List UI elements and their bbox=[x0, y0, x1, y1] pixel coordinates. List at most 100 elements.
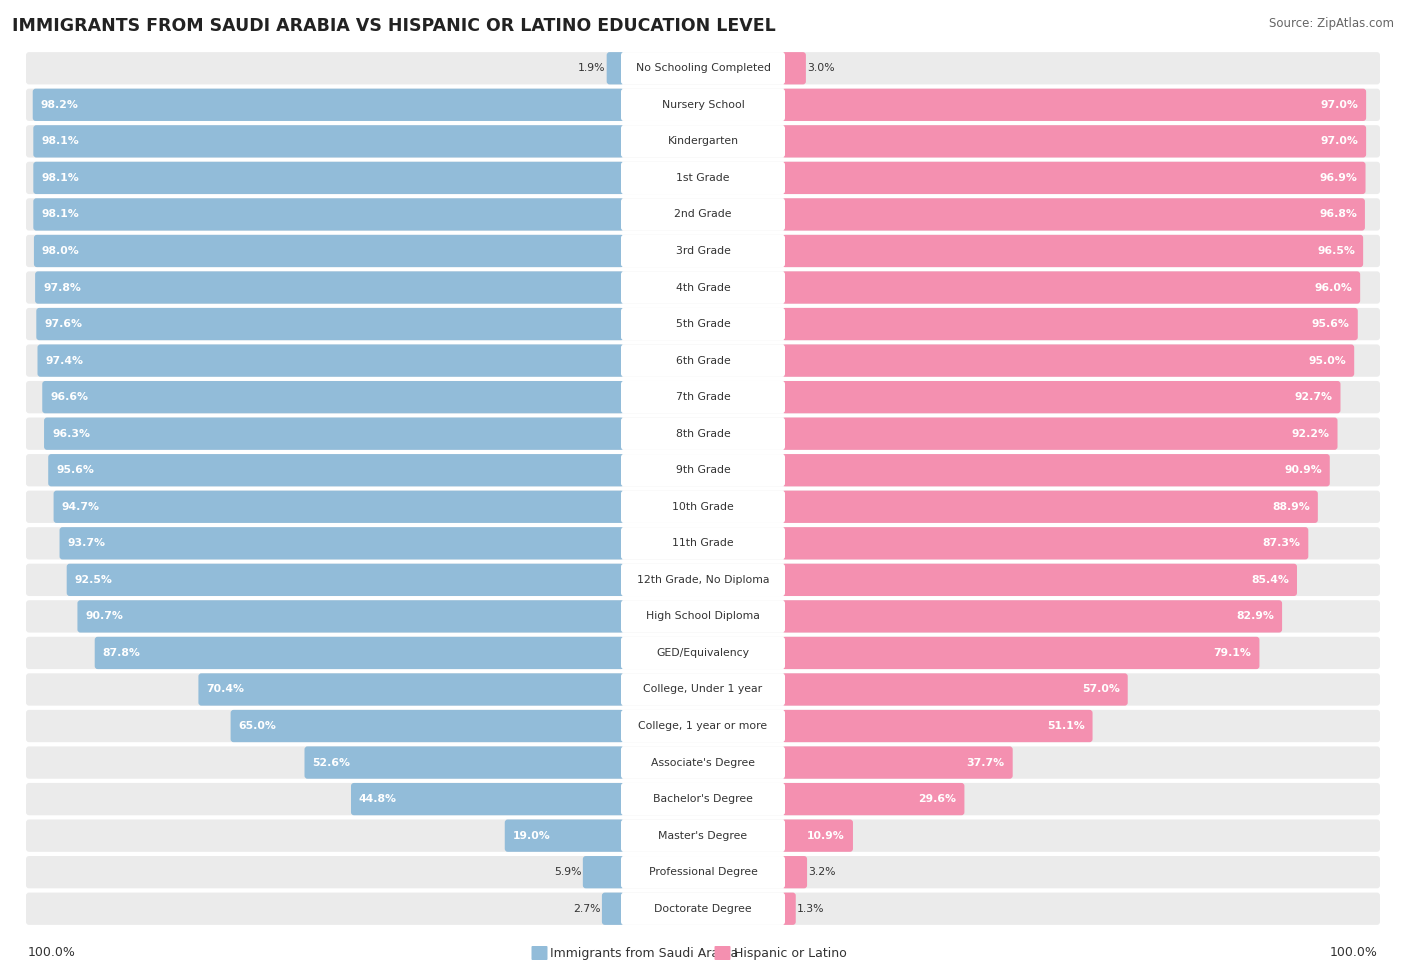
FancyBboxPatch shape bbox=[25, 637, 1381, 669]
Text: 5.9%: 5.9% bbox=[554, 867, 582, 878]
FancyBboxPatch shape bbox=[37, 308, 624, 340]
Text: 94.7%: 94.7% bbox=[62, 502, 100, 512]
Text: Master's Degree: Master's Degree bbox=[658, 831, 748, 840]
FancyBboxPatch shape bbox=[25, 198, 1381, 231]
Text: Bachelor's Degree: Bachelor's Degree bbox=[652, 794, 754, 804]
FancyBboxPatch shape bbox=[34, 162, 624, 194]
Text: 97.4%: 97.4% bbox=[45, 356, 83, 366]
FancyBboxPatch shape bbox=[782, 490, 1317, 523]
FancyBboxPatch shape bbox=[44, 417, 624, 449]
Text: 3.0%: 3.0% bbox=[807, 63, 835, 73]
FancyBboxPatch shape bbox=[25, 892, 1381, 925]
FancyBboxPatch shape bbox=[714, 946, 731, 960]
FancyBboxPatch shape bbox=[34, 125, 624, 158]
FancyBboxPatch shape bbox=[25, 527, 1381, 560]
Text: College, Under 1 year: College, Under 1 year bbox=[644, 684, 762, 694]
Text: 3rd Grade: 3rd Grade bbox=[675, 246, 731, 256]
FancyBboxPatch shape bbox=[59, 527, 624, 560]
Text: 1.9%: 1.9% bbox=[578, 63, 606, 73]
Text: 9th Grade: 9th Grade bbox=[676, 465, 730, 475]
Text: Associate's Degree: Associate's Degree bbox=[651, 758, 755, 767]
FancyBboxPatch shape bbox=[34, 235, 624, 267]
FancyBboxPatch shape bbox=[782, 235, 1364, 267]
Text: 96.9%: 96.9% bbox=[1320, 173, 1358, 183]
Text: 97.8%: 97.8% bbox=[44, 283, 82, 292]
FancyBboxPatch shape bbox=[621, 271, 785, 303]
Text: 70.4%: 70.4% bbox=[207, 684, 245, 694]
Text: Doctorate Degree: Doctorate Degree bbox=[654, 904, 752, 914]
Text: 100.0%: 100.0% bbox=[1330, 947, 1378, 959]
Text: 57.0%: 57.0% bbox=[1081, 684, 1119, 694]
FancyBboxPatch shape bbox=[621, 601, 785, 633]
Text: 85.4%: 85.4% bbox=[1251, 575, 1289, 585]
FancyBboxPatch shape bbox=[621, 162, 785, 194]
FancyBboxPatch shape bbox=[782, 125, 1367, 158]
FancyBboxPatch shape bbox=[25, 381, 1381, 413]
FancyBboxPatch shape bbox=[25, 601, 1381, 633]
Text: 2nd Grade: 2nd Grade bbox=[675, 210, 731, 219]
Text: 1st Grade: 1st Grade bbox=[676, 173, 730, 183]
Text: 92.7%: 92.7% bbox=[1295, 392, 1333, 402]
FancyBboxPatch shape bbox=[621, 892, 785, 925]
FancyBboxPatch shape bbox=[42, 381, 624, 413]
Text: Source: ZipAtlas.com: Source: ZipAtlas.com bbox=[1270, 17, 1393, 30]
FancyBboxPatch shape bbox=[606, 52, 624, 85]
Text: 92.2%: 92.2% bbox=[1292, 429, 1330, 439]
Text: 88.9%: 88.9% bbox=[1272, 502, 1310, 512]
FancyBboxPatch shape bbox=[505, 820, 624, 852]
FancyBboxPatch shape bbox=[782, 856, 807, 888]
Text: 44.8%: 44.8% bbox=[359, 794, 396, 804]
Text: 4th Grade: 4th Grade bbox=[676, 283, 730, 292]
Text: 7th Grade: 7th Grade bbox=[676, 392, 730, 402]
Text: 10.9%: 10.9% bbox=[807, 831, 845, 840]
FancyBboxPatch shape bbox=[25, 490, 1381, 523]
FancyBboxPatch shape bbox=[66, 564, 624, 596]
Text: 65.0%: 65.0% bbox=[239, 722, 277, 731]
FancyBboxPatch shape bbox=[35, 271, 624, 303]
Text: 51.1%: 51.1% bbox=[1047, 722, 1084, 731]
FancyBboxPatch shape bbox=[38, 344, 624, 376]
FancyBboxPatch shape bbox=[782, 601, 1282, 633]
FancyBboxPatch shape bbox=[621, 308, 785, 340]
Text: 6th Grade: 6th Grade bbox=[676, 356, 730, 366]
FancyBboxPatch shape bbox=[621, 381, 785, 413]
Text: 12th Grade, No Diploma: 12th Grade, No Diploma bbox=[637, 575, 769, 585]
Text: 96.6%: 96.6% bbox=[51, 392, 89, 402]
Text: 95.6%: 95.6% bbox=[56, 465, 94, 475]
Text: 96.3%: 96.3% bbox=[52, 429, 90, 439]
FancyBboxPatch shape bbox=[25, 125, 1381, 158]
FancyBboxPatch shape bbox=[621, 710, 785, 742]
FancyBboxPatch shape bbox=[782, 710, 1092, 742]
Text: 79.1%: 79.1% bbox=[1213, 648, 1251, 658]
FancyBboxPatch shape bbox=[198, 674, 624, 706]
FancyBboxPatch shape bbox=[782, 198, 1365, 231]
FancyBboxPatch shape bbox=[621, 344, 785, 376]
FancyBboxPatch shape bbox=[25, 710, 1381, 742]
FancyBboxPatch shape bbox=[231, 710, 624, 742]
Text: 52.6%: 52.6% bbox=[312, 758, 350, 767]
FancyBboxPatch shape bbox=[782, 820, 853, 852]
FancyBboxPatch shape bbox=[305, 747, 624, 779]
FancyBboxPatch shape bbox=[25, 820, 1381, 852]
Text: 82.9%: 82.9% bbox=[1236, 611, 1274, 621]
FancyBboxPatch shape bbox=[25, 417, 1381, 449]
FancyBboxPatch shape bbox=[531, 946, 547, 960]
Text: 98.0%: 98.0% bbox=[42, 246, 80, 256]
FancyBboxPatch shape bbox=[621, 490, 785, 523]
Text: 92.5%: 92.5% bbox=[75, 575, 112, 585]
Text: 95.0%: 95.0% bbox=[1309, 356, 1346, 366]
FancyBboxPatch shape bbox=[782, 674, 1128, 706]
Text: 93.7%: 93.7% bbox=[67, 538, 105, 548]
FancyBboxPatch shape bbox=[621, 820, 785, 852]
FancyBboxPatch shape bbox=[25, 674, 1381, 706]
FancyBboxPatch shape bbox=[77, 601, 624, 633]
FancyBboxPatch shape bbox=[621, 417, 785, 449]
Text: 97.6%: 97.6% bbox=[45, 319, 83, 330]
FancyBboxPatch shape bbox=[782, 308, 1358, 340]
FancyBboxPatch shape bbox=[25, 89, 1381, 121]
FancyBboxPatch shape bbox=[25, 344, 1381, 376]
FancyBboxPatch shape bbox=[583, 856, 624, 888]
Text: IMMIGRANTS FROM SAUDI ARABIA VS HISPANIC OR LATINO EDUCATION LEVEL: IMMIGRANTS FROM SAUDI ARABIA VS HISPANIC… bbox=[13, 17, 776, 35]
Text: 5th Grade: 5th Grade bbox=[676, 319, 730, 330]
FancyBboxPatch shape bbox=[25, 271, 1381, 303]
